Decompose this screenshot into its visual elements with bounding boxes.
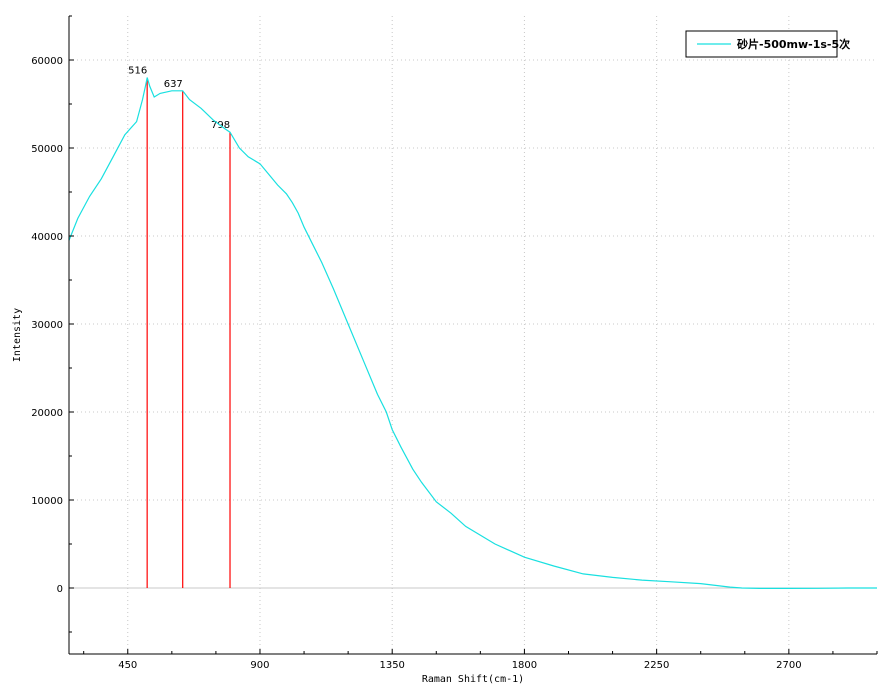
peak-label: 637 [164,79,183,90]
tick-labels: 0 10000 20000 30000 40000 50000 60000 450 900 135… [31,56,801,671]
grid [69,16,877,654]
y-tick-label: 10000 [31,496,63,507]
y-tick-label: 50000 [31,144,63,155]
x-tick-label: 450 [118,660,137,671]
peak-label: 516 [128,66,147,77]
legend[interactable]: 砂片-500mw-1s-5次 [685,30,850,58]
y-axis-title: Intensity [12,308,23,362]
x-tick-label: 2250 [644,660,669,671]
x-tick-label: 1800 [512,660,537,671]
y-tick-label: 0 [57,584,63,595]
legend-label: 砂片-500mw-1s-5次 [737,37,850,51]
x-tick-label: 1350 [379,660,404,671]
y-tick-label: 60000 [31,56,63,67]
axes [68,15,878,655]
x-axis-title: Raman Shift(cm-1) [422,674,524,685]
y-tick-label: 40000 [31,232,63,243]
x-tick-label: 900 [250,660,269,671]
x-tick-label: 2700 [776,660,801,671]
series-line [68,77,877,589]
y-tick-label: 20000 [31,408,63,419]
y-tick-label: 30000 [31,320,63,331]
